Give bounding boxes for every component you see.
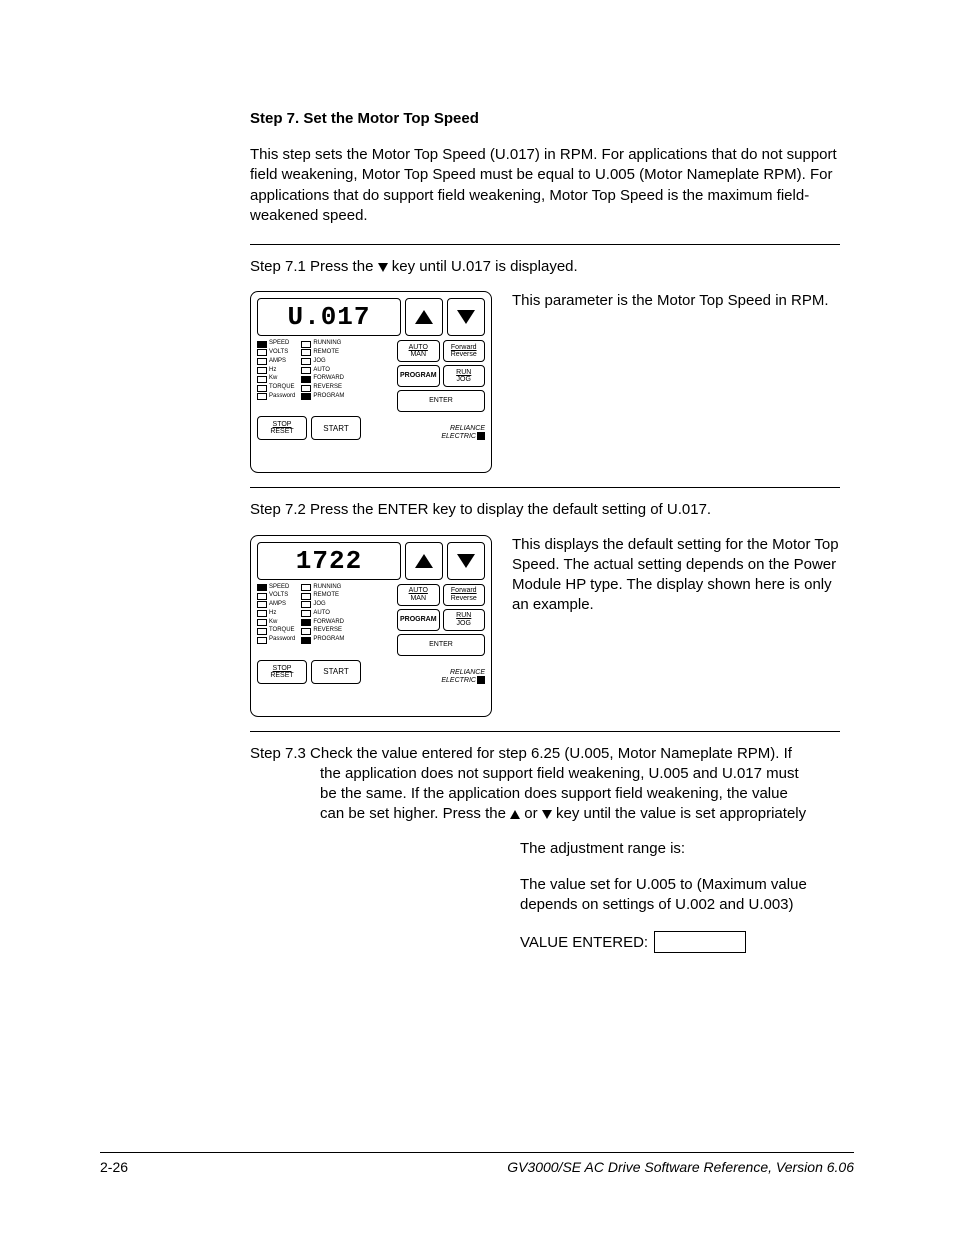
- stop-reset-button[interactable]: STOPRESET: [257, 660, 307, 684]
- up-arrow-button[interactable]: [405, 298, 443, 336]
- led-indicator: Kw: [257, 619, 295, 627]
- enter-button[interactable]: ENTER: [397, 634, 485, 656]
- intro-text: This step sets the Motor Top Speed (U.01…: [250, 145, 840, 226]
- s73-l2: the application does not support field w…: [320, 765, 799, 782]
- led-indicator: RUNNING: [301, 584, 344, 592]
- led-indicator: RUNNING: [301, 340, 344, 348]
- led-indicator: PROGRAM: [301, 393, 344, 401]
- s73-l4b: or: [520, 805, 542, 822]
- adj-range-label: The adjustment range is:: [520, 839, 840, 859]
- run-jog-button[interactable]: RUNJOG: [443, 365, 486, 387]
- page-footer: 2-26 GV3000/SE AC Drive Software Referen…: [100, 1152, 854, 1175]
- enter-button[interactable]: ENTER: [397, 390, 485, 412]
- down-arrow-button[interactable]: [447, 542, 485, 580]
- step-7-2: Step 7.2 Press the ENTER key to display …: [250, 500, 840, 520]
- start-button[interactable]: START: [311, 416, 361, 440]
- led-indicator: Hz: [257, 367, 295, 375]
- led-indicator: REVERSE: [301, 384, 344, 392]
- step-7-3: Step 7.3 Check the value entered for ste…: [250, 744, 840, 825]
- up-arrow-button[interactable]: [405, 542, 443, 580]
- led-indicator: AUTO: [301, 367, 344, 375]
- divider: [250, 244, 840, 245]
- led-indicator: TORQUE: [257, 384, 295, 392]
- value-entered-input[interactable]: [654, 931, 746, 953]
- led-indicator: REMOTE: [301, 349, 344, 357]
- led-indicator: AUTO: [301, 610, 344, 618]
- led-indicators: SPEEDVOLTSAMPSHzKwTORQUEPasswordRUNNINGR…: [257, 340, 391, 412]
- program-button[interactable]: PROGRAM: [397, 609, 440, 631]
- page-number: 2-26: [100, 1159, 128, 1175]
- lcd-display: 1722: [257, 542, 401, 580]
- divider: [250, 487, 840, 488]
- step-7-1: Step 7.1 Press the key until U.017 is di…: [250, 257, 840, 277]
- led-indicator: PROGRAM: [301, 636, 344, 644]
- down-arrow-icon: [542, 810, 552, 819]
- page: Step 7. Set the Motor Top Speed This ste…: [0, 0, 954, 1235]
- brand-logo: RELIANCEELECTRIC: [365, 425, 485, 440]
- step-7-1-pre: Step 7.1 Press the: [250, 258, 378, 275]
- led-indicator: JOG: [301, 601, 344, 609]
- down-arrow-button[interactable]: [447, 298, 485, 336]
- up-arrow-icon: [510, 810, 520, 819]
- led-indicator: AMPS: [257, 601, 295, 609]
- led-indicator: REVERSE: [301, 627, 344, 635]
- fwd-rev-button[interactable]: ForwardReverse: [443, 340, 486, 362]
- content-area: Step 7. Set the Motor Top Speed This ste…: [250, 110, 840, 953]
- led-indicator: FORWARD: [301, 619, 344, 627]
- panel-row-2: 1722 SPEEDVOLTSAMPSHzKwTORQUEPassword RUNN…: [250, 535, 840, 717]
- auto-man-button[interactable]: AUTOMAN: [397, 340, 440, 362]
- keypad-panel-2: 1722 SPEEDVOLTSAMPSHzKwTORQUEPassword RUNN…: [250, 535, 492, 717]
- run-jog-button[interactable]: RUNJOG: [443, 609, 486, 631]
- footer-doc-title: GV3000/SE AC Drive Software Reference, V…: [507, 1159, 854, 1175]
- led-indicator: VOLTS: [257, 592, 295, 600]
- led-indicator: TORQUE: [257, 627, 295, 635]
- led-indicator: Password: [257, 393, 295, 401]
- led-indicator: SPEED: [257, 584, 295, 592]
- led-indicator: Password: [257, 636, 295, 644]
- stop-reset-button[interactable]: STOPRESET: [257, 416, 307, 440]
- adj-range-text: The value set for U.005 to (Maximum valu…: [520, 875, 840, 916]
- s73-l4a: can be set higher. Press the: [320, 805, 510, 822]
- led-indicator: REMOTE: [301, 592, 344, 600]
- keypad-panel-1: U.017 SPEEDVOLTSAMPSHzKwTORQUEPassword RUN…: [250, 291, 492, 473]
- led-indicator: FORWARD: [301, 375, 344, 383]
- s73-l4c: key until the value is set appropriately: [552, 805, 806, 822]
- led-indicator: Hz: [257, 610, 295, 618]
- start-button[interactable]: START: [311, 660, 361, 684]
- divider: [250, 731, 840, 732]
- s73-l3: be the same. If the application does sup…: [320, 785, 788, 802]
- s73-l1: Step 7.3 Check the value entered for ste…: [250, 745, 792, 762]
- fwd-rev-button[interactable]: ForwardReverse: [443, 584, 486, 606]
- auto-man-button[interactable]: AUTOMAN: [397, 584, 440, 606]
- brand-logo: RELIANCEELECTRIC: [365, 669, 485, 684]
- step-title: Step 7. Set the Motor Top Speed: [250, 110, 840, 127]
- led-indicator: AMPS: [257, 358, 295, 366]
- led-indicator: VOLTS: [257, 349, 295, 357]
- step-7-1-post: key until U.017 is displayed.: [388, 258, 578, 275]
- value-entered-row: VALUE ENTERED:: [520, 931, 840, 953]
- value-entered-label: VALUE ENTERED:: [520, 934, 648, 951]
- led-indicator: Kw: [257, 375, 295, 383]
- panel-row-1: U.017 SPEEDVOLTSAMPSHzKwTORQUEPassword RUN…: [250, 291, 840, 473]
- lcd-display: U.017: [257, 298, 401, 336]
- panel-2-desc: This displays the default setting for th…: [512, 535, 840, 616]
- led-indicators: SPEEDVOLTSAMPSHzKwTORQUEPasswordRUNNINGR…: [257, 584, 391, 656]
- led-indicator: SPEED: [257, 340, 295, 348]
- adjustment-range: The adjustment range is: The value set f…: [520, 839, 840, 916]
- program-button[interactable]: PROGRAM: [397, 365, 440, 387]
- led-indicator: JOG: [301, 358, 344, 366]
- down-arrow-icon: [378, 263, 388, 272]
- panel-1-desc: This parameter is the Motor Top Speed in…: [512, 291, 840, 311]
